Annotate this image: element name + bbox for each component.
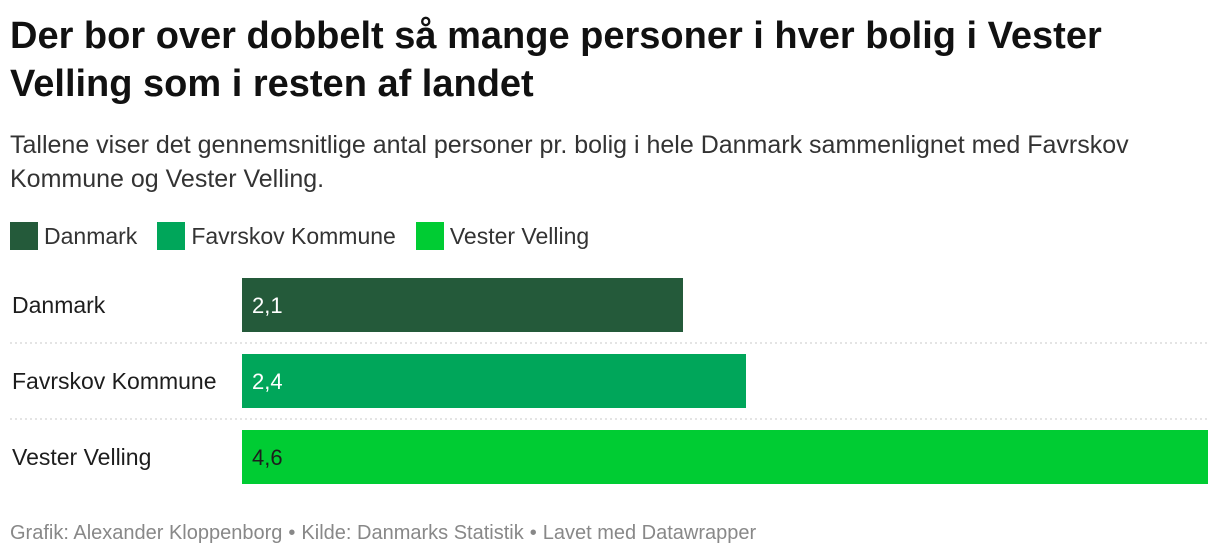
footer-separator: • <box>529 522 537 544</box>
value-label-vester-velling: 4,6 <box>252 445 283 470</box>
bar-danmark <box>242 278 683 332</box>
legend-item-vester-velling: Vester Velling <box>415 222 590 250</box>
footer-separator: • <box>288 522 296 544</box>
legend-label-vester-velling: Vester Velling <box>449 222 590 249</box>
legend: Danmark Favrskov Kommune Vester Velling <box>10 220 609 252</box>
legend-label-danmark: Danmark <box>44 222 138 249</box>
legend-swatch-danmark <box>10 222 38 250</box>
chart-footer: Grafik: Alexander Kloppenborg • Kilde: Dan… <box>10 522 756 545</box>
footer-tool: Lavet med Datawrapper <box>542 522 757 544</box>
value-label-favrskov-kommune: 2,4 <box>252 369 283 394</box>
chart-subtitle: Tallene viser det gennemsnitlige antal p… <box>10 131 1129 193</box>
bar-favrskov-kommune <box>242 354 746 408</box>
bar-chart: Danmark 2,1 Favrskov Kommune 2,4 Vester Vell… <box>10 278 1208 484</box>
legend-swatch-vester-velling <box>415 222 444 250</box>
legend-item-favrskov: Favrskov Kommune <box>157 222 396 250</box>
legend-label-favrskov: Favrskov Kommune <box>191 222 396 249</box>
category-label-favrskov-kommune: Favrskov Kommune <box>12 368 217 394</box>
footer-credit: Grafik: Alexander Kloppenborg <box>10 522 283 544</box>
category-label-vester-velling: Vester Velling <box>12 444 151 470</box>
footer-source: Kilde: Danmarks Statistik <box>301 522 524 544</box>
category-label-danmark: Danmark <box>12 292 106 318</box>
value-label-danmark: 2,1 <box>252 293 283 318</box>
chart-title: Der bor over dobbelt så mange personer i… <box>10 15 1102 105</box>
legend-item-danmark: Danmark <box>10 222 137 250</box>
legend-swatch-favrskov <box>157 222 186 250</box>
bar-vester-velling <box>242 430 1208 484</box>
